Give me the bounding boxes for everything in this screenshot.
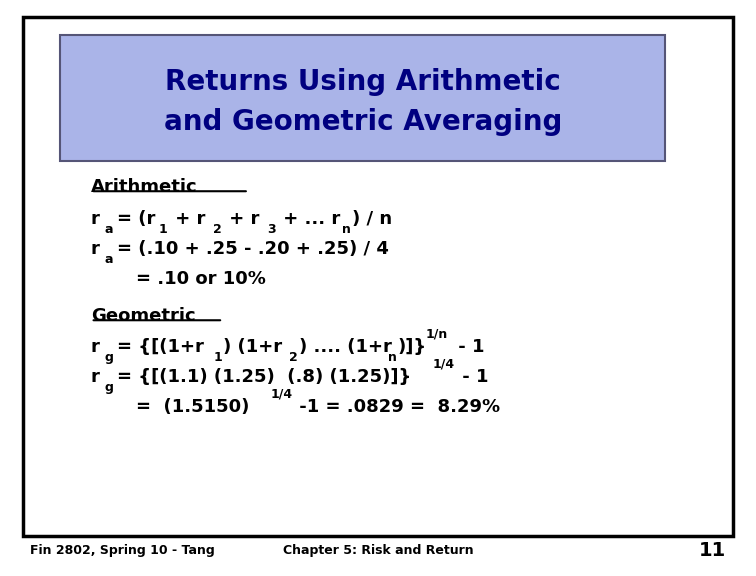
- Text: ) (1+r: ) (1+r: [223, 338, 282, 356]
- Text: a: a: [104, 253, 113, 266]
- Text: Fin 2802, Spring 10 - Tang: Fin 2802, Spring 10 - Tang: [30, 544, 215, 556]
- FancyBboxPatch shape: [23, 17, 733, 536]
- Text: = (.10 + .25 - .20 + .25) / 4: = (.10 + .25 - .20 + .25) / 4: [117, 240, 389, 258]
- Text: r: r: [91, 338, 100, 356]
- Text: 1: 1: [213, 351, 222, 363]
- Text: a: a: [104, 223, 113, 236]
- Text: and Geometric Averaging: and Geometric Averaging: [164, 108, 562, 136]
- Text: n: n: [342, 223, 352, 236]
- Text: 1/4: 1/4: [271, 388, 293, 400]
- Text: = (r: = (r: [117, 210, 156, 228]
- Text: ) .... (1+r: ) .... (1+r: [299, 338, 392, 356]
- Text: 1/4: 1/4: [432, 358, 454, 370]
- Text: Arithmetic: Arithmetic: [91, 178, 197, 196]
- Text: + r: + r: [169, 210, 205, 228]
- Text: Chapter 5: Risk and Return: Chapter 5: Risk and Return: [283, 544, 473, 556]
- Text: = .10 or 10%: = .10 or 10%: [136, 270, 266, 288]
- Text: r: r: [91, 240, 100, 258]
- Text: + r: + r: [223, 210, 259, 228]
- Text: Returns Using Arithmetic: Returns Using Arithmetic: [165, 68, 561, 96]
- Text: + ... r: + ... r: [277, 210, 341, 228]
- Text: -1 = .0829 =  8.29%: -1 = .0829 = 8.29%: [293, 397, 500, 416]
- Text: - 1: - 1: [452, 338, 485, 356]
- Text: 2: 2: [289, 351, 298, 363]
- Text: 2: 2: [213, 223, 222, 236]
- FancyBboxPatch shape: [60, 35, 665, 161]
- Text: = {[(1.1) (1.25)  (.8) (1.25)]}: = {[(1.1) (1.25) (.8) (1.25)]}: [117, 367, 411, 386]
- Text: 11: 11: [699, 541, 726, 559]
- Text: = {[(1+r: = {[(1+r: [117, 338, 204, 356]
- Text: 1: 1: [159, 223, 168, 236]
- Text: 3: 3: [268, 223, 276, 236]
- Text: n: n: [388, 351, 397, 363]
- Text: =  (1.5150): = (1.5150): [136, 397, 249, 416]
- Text: r: r: [91, 367, 100, 386]
- Text: g: g: [104, 351, 113, 363]
- Text: Geometric: Geometric: [91, 306, 195, 325]
- Text: g: g: [104, 381, 113, 393]
- Text: - 1: - 1: [456, 367, 488, 386]
- Text: r: r: [91, 210, 100, 228]
- Text: 1/n: 1/n: [426, 328, 448, 340]
- Text: )]}: )]}: [398, 338, 427, 356]
- Text: ) / n: ) / n: [352, 210, 392, 228]
